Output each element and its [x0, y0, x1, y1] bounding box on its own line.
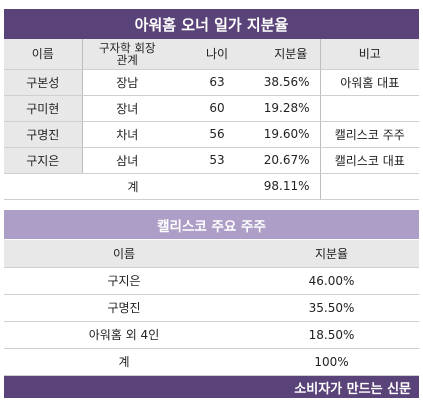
row-name: 구미현: [4, 95, 82, 122]
table-row: 아워홈 외 4인 18.50%: [4, 321, 419, 349]
header-name: 이름: [4, 39, 82, 70]
row-note: [319, 95, 419, 122]
row-note: 캘리스코 대표: [319, 147, 419, 174]
row-age: 63: [172, 69, 262, 96]
table1-total-row: 계 98.11%: [4, 173, 419, 200]
table-row: 구본성 장남 63 38.56% 아워홈 대표: [4, 69, 419, 96]
header-relation: 구자학 회장 관계: [81, 39, 172, 70]
row-share: 19.60%: [262, 121, 320, 148]
row-name: 구명진: [4, 294, 244, 322]
table1-title: 아워홈 오너 일가 지분율: [4, 9, 419, 39]
total-note: [319, 173, 419, 200]
row-share: 35.50%: [244, 294, 419, 322]
row-name: 구지은: [4, 147, 82, 174]
row-relation: 장녀: [81, 95, 172, 122]
owner-family-table: 이름 구자학 회장 관계 나이 지분율 비고 구본성 장남 63 38.56% …: [4, 39, 419, 200]
header-relation-line1: 구자학 회장: [98, 40, 156, 55]
total-share: 98.11%: [262, 173, 320, 200]
table2-header-row: 이름 지분율: [4, 240, 419, 268]
header-note: 비고: [319, 39, 419, 70]
row-name: 구지은: [4, 267, 244, 295]
row-relation: 차녀: [81, 121, 172, 148]
row-age: 53: [172, 147, 262, 174]
row-relation: 장남: [81, 69, 172, 96]
table1-header-row: 이름 구자학 회장 관계 나이 지분율 비고: [4, 39, 419, 70]
row-name: 구명진: [4, 121, 82, 148]
row-age: 60: [172, 95, 262, 122]
section-divider: [4, 207, 419, 210]
header-relation-line2: 관계: [116, 52, 138, 67]
header-share: 지분율: [262, 39, 320, 70]
row-note: 캘리스코 주주: [319, 121, 419, 148]
row-note: 아워홈 대표: [319, 69, 419, 96]
table-row: 구미현 장녀 60 19.28%: [4, 95, 419, 122]
table-row: 구지은 46.00%: [4, 267, 419, 295]
row-age: 56: [172, 121, 262, 148]
table2-title: 캘리스코 주요 주주: [4, 210, 419, 239]
row-share: 18.50%: [244, 321, 419, 349]
row-share: 20.67%: [262, 147, 320, 174]
row-name: 아워홈 외 4인: [4, 321, 244, 349]
row-share: 38.56%: [262, 69, 320, 96]
total-label: 계: [4, 173, 262, 200]
row-relation: 삼녀: [81, 147, 172, 174]
footer-credit: 소비자가 만드는 신문: [4, 376, 419, 398]
row-share: 19.28%: [262, 95, 320, 122]
table-row: 구지은 삼녀 53 20.67% 캘리스코 대표: [4, 147, 419, 174]
table-row: 구명진 차녀 56 19.60% 캘리스코 주주: [4, 121, 419, 148]
header-age: 나이: [172, 39, 262, 70]
row-name: 계: [4, 348, 244, 376]
header-share: 지분율: [244, 240, 419, 268]
header-name: 이름: [4, 240, 244, 268]
table-row: 구명진 35.50%: [4, 294, 419, 322]
calisco-shareholders-table: 이름 지분율 구지은 46.00% 구명진 35.50% 아워홈 외 4인 18…: [4, 240, 419, 376]
row-share: 46.00%: [244, 267, 419, 295]
table-row: 계 100%: [4, 348, 419, 376]
row-name: 구본성: [4, 69, 82, 96]
row-share: 100%: [244, 348, 419, 376]
